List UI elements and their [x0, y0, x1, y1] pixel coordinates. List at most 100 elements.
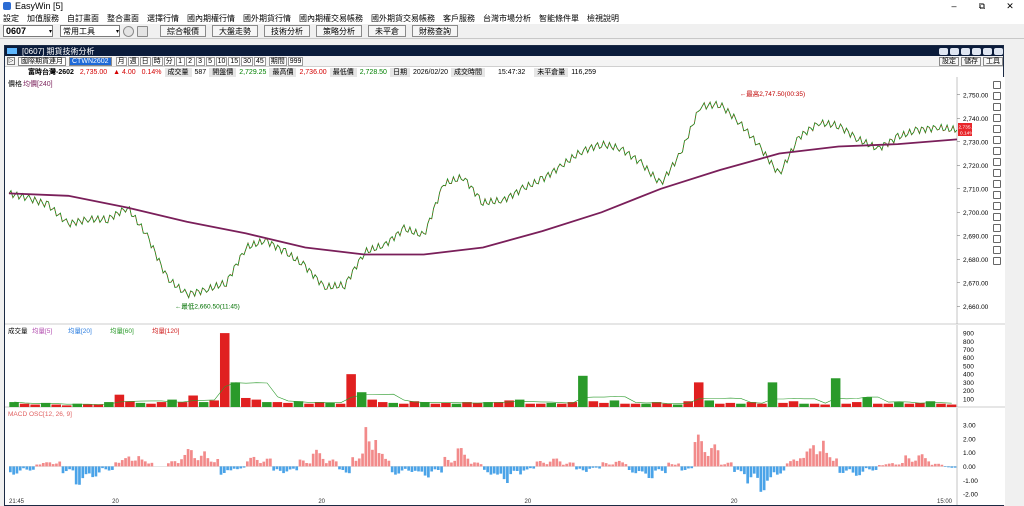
- menu-item-foreign-trading[interactable]: 國外期貨交易帳務: [371, 13, 435, 23]
- menu-item-options-quotes[interactable]: 選擇行情: [147, 13, 179, 23]
- volume-bar: [9, 402, 19, 407]
- close-button[interactable]: ✕: [1006, 0, 1014, 11]
- menu-item-integrated-screen[interactable]: 整合畫面: [107, 13, 139, 23]
- macd-bar: [61, 466, 65, 474]
- hide-icon[interactable]: [993, 235, 1001, 243]
- channel-icon[interactable]: [993, 147, 1001, 155]
- app-titlebar: EasyWin [5] – ⧉ ✕: [0, 0, 1024, 12]
- link-icon[interactable]: [939, 47, 948, 55]
- volume-bar: [493, 402, 504, 407]
- cursor-icon[interactable]: [993, 92, 1001, 100]
- volume-bar: [262, 402, 272, 407]
- chart-window-controls: [937, 47, 1003, 55]
- zoom-out-icon[interactable]: [993, 202, 1001, 210]
- fibonacci-icon[interactable]: [993, 158, 1001, 166]
- volume-bar: [146, 403, 156, 407]
- macd-bar: [914, 460, 917, 467]
- close-icon[interactable]: [994, 47, 1003, 55]
- chart-window-titlebar: [0607] 期貨技術分析: [5, 46, 1003, 56]
- chart-area[interactable]: 價格 均價[240] 2,750.00 2,740.00 2,730.00 2,720.0…: [5, 77, 1005, 505]
- macd-bar: [815, 454, 819, 467]
- contract-select[interactable]: 國際期貨連月: [18, 56, 66, 66]
- contract-code-select[interactable]: CTWN2602: [69, 56, 112, 66]
- macd-bar: [828, 457, 832, 467]
- period-month[interactable]: 月: [115, 56, 127, 66]
- menu-item-custom-screen[interactable]: 自訂畫面: [67, 13, 99, 23]
- period-1[interactable]: 1: [175, 56, 185, 66]
- gear-icon[interactable]: [123, 25, 134, 37]
- volume-bar: [788, 401, 799, 407]
- text-icon[interactable]: [993, 180, 1001, 188]
- market-trend-button[interactable]: 大盤走勢: [212, 25, 258, 37]
- period-10[interactable]: 10: [215, 56, 228, 66]
- menu-item-addons[interactable]: 加值服務: [27, 13, 59, 23]
- eraser-icon[interactable]: [993, 213, 1001, 221]
- delete-icon[interactable]: [993, 246, 1001, 254]
- macd-bar: [766, 466, 769, 481]
- menu-item-domestic-trading[interactable]: 國內期權交易帳務: [299, 13, 363, 23]
- lock-icon[interactable]: [993, 224, 1001, 232]
- magnet-icon[interactable]: [993, 257, 1001, 265]
- macd-bar: [219, 466, 223, 475]
- volume-bar: [472, 402, 483, 407]
- period-15[interactable]: 15: [228, 56, 241, 66]
- menu-item-help[interactable]: 檢視說明: [587, 13, 619, 23]
- minimize-button[interactable]: –: [951, 0, 957, 11]
- period-minute[interactable]: 分: [163, 56, 175, 66]
- macd-bar: [917, 455, 921, 467]
- menu-item-domestic-quotes[interactable]: 國內期權行情: [187, 13, 235, 23]
- tool-select[interactable]: 常用工具 ▾: [60, 25, 120, 37]
- minimize-icon[interactable]: [972, 47, 981, 55]
- period-45[interactable]: 45: [253, 56, 266, 66]
- trendline-icon[interactable]: [993, 114, 1001, 122]
- period-range-label[interactable]: 期間: [268, 56, 287, 66]
- period-2[interactable]: 2: [185, 56, 195, 66]
- screen-icon[interactable]: [137, 25, 148, 37]
- menu-item-taiwan-market[interactable]: 台灣市場分析: [483, 13, 531, 23]
- play-icon[interactable]: ▷: [7, 57, 15, 65]
- price-legend: 價格: [8, 79, 22, 88]
- tools-button[interactable]: 工具: [983, 56, 1003, 66]
- macd-bar: [799, 458, 802, 467]
- settings-button[interactable]: 設定: [939, 56, 959, 66]
- macd-bar: [265, 458, 269, 467]
- symbol-input[interactable]: 0607 ▾: [3, 25, 53, 37]
- maximize-icon[interactable]: [983, 47, 992, 55]
- open-interest-button[interactable]: 未平倉: [368, 25, 406, 37]
- vline-icon[interactable]: [993, 136, 1001, 144]
- period-5[interactable]: 5: [205, 56, 215, 66]
- period-hour[interactable]: 時: [151, 56, 163, 66]
- technical-analysis-button[interactable]: 技術分析: [264, 25, 310, 37]
- menu-item-smart-orders[interactable]: 智能條件單: [539, 13, 579, 23]
- strategy-analysis-button[interactable]: 策略分析: [316, 25, 362, 37]
- ruler-icon[interactable]: [993, 169, 1001, 177]
- zoom-in-icon[interactable]: [993, 191, 1001, 199]
- volume-bar: [61, 405, 72, 407]
- macd-bar: [315, 449, 318, 467]
- menu-item-customer-service[interactable]: 客戶服務: [443, 13, 475, 23]
- quote-summary-button[interactable]: 綜合報價: [160, 25, 206, 37]
- restore-button[interactable]: ⧉: [978, 0, 986, 11]
- menu-item-foreign-futures-quotes[interactable]: 國外期貨行情: [243, 13, 291, 23]
- quote-bar: 富時台灣-2602 2,735.00 ▲ 4.00 0.14% 成交量 587 …: [5, 67, 1003, 77]
- period-3[interactable]: 3: [195, 56, 205, 66]
- save-button[interactable]: 儲存: [961, 56, 981, 66]
- macd-bar: [703, 452, 707, 467]
- pin-icon[interactable]: [950, 47, 959, 55]
- help-icon[interactable]: [961, 47, 970, 55]
- pointer-icon[interactable]: [993, 81, 1001, 89]
- period-week[interactable]: 週: [127, 56, 139, 66]
- hline-icon[interactable]: [993, 125, 1001, 133]
- period-30[interactable]: 30: [241, 56, 253, 66]
- macd-bar: [835, 458, 838, 467]
- menu-item-settings[interactable]: 設定: [3, 13, 19, 23]
- macd-bar: [469, 463, 473, 467]
- macd-bar: [216, 459, 220, 467]
- volume-bar: [19, 403, 30, 407]
- period-range-input[interactable]: 999: [287, 56, 304, 66]
- volume-panel: 成交量 均量[5] 均量[20] 均量[60] 均量[120] 9008007006005…: [5, 325, 1005, 408]
- financial-query-button[interactable]: 財務查詢: [412, 25, 458, 37]
- crosshair-icon[interactable]: [993, 103, 1001, 111]
- macd-bar: [525, 466, 529, 470]
- period-day[interactable]: 日: [139, 56, 151, 66]
